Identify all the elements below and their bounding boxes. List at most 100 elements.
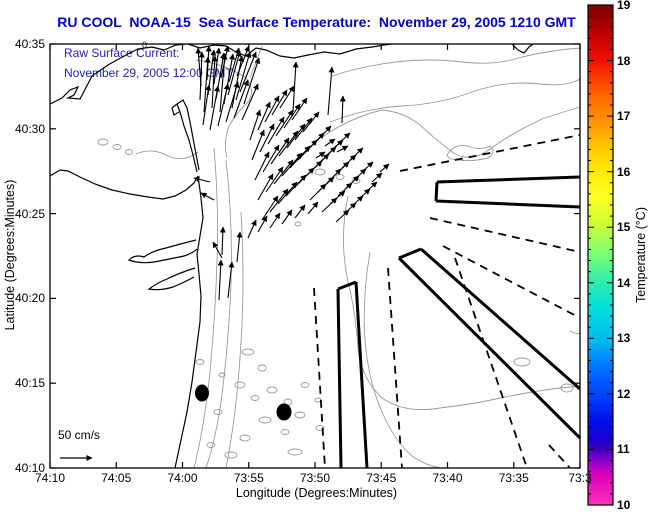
current-vector [333,161,350,177]
bathymetry-blob [335,174,345,180]
bathymetry-contour [329,78,581,123]
current-vector [278,130,299,157]
current-vector [275,109,294,137]
current-vector [281,209,293,225]
coastline [176,99,200,173]
current-vector [294,204,306,219]
contour-zero-label: 0 [142,40,148,50]
current-vector [371,172,383,183]
current-vector [336,145,349,153]
current-vector [359,188,371,199]
current-vector [297,139,318,161]
y-tick-label: 40:30 [14,121,45,136]
colorbar-tick-label: 12 [617,386,631,401]
current-vector [267,116,285,145]
current-vector [257,101,271,131]
current-vector [293,167,315,189]
current-vector [243,57,261,105]
colorbar-gradient [588,5,613,505]
current-vector [269,212,281,229]
colorbar-tick-label: 18 [617,53,631,68]
current-vector [254,151,270,181]
current-vector [309,153,330,173]
bathymetry-contour [569,330,581,335]
colorbar-label: Temperature (°C) [634,207,648,303]
scale-arrow-label: 50 cm/s [58,428,101,442]
current-vector [337,182,353,197]
current-vector [315,151,326,159]
bathymetry-contour [331,47,581,77]
colorbar-tick-label: 19 [617,0,631,12]
current-vector [281,152,303,177]
beam-outline [397,247,582,440]
beam-outline [336,280,369,469]
current-vector [335,209,350,223]
current-vector [291,97,308,121]
bathymetry-blob [294,221,302,227]
current-vector [257,173,274,201]
x-tick-label: 73:45 [366,471,397,485]
current-vector [329,190,346,205]
current-vector [257,215,268,233]
bathymetry-blob [112,144,122,150]
current-vector [219,226,226,256]
current-vector [225,81,240,123]
bathymetry-blob [513,357,531,367]
x-tick-label: 73:55 [233,471,264,485]
y-axis-label: Latitude (Degrees:Minutes) [3,179,17,331]
coastline [171,103,180,116]
bathymetry-blob [287,448,303,456]
colorbar-tick-label: 10 [617,498,631,512]
x-axis-label: Longitude (Degrees:Minutes) [235,486,398,500]
bathymetry-blob [258,416,272,424]
bathymetry-blob [280,429,290,435]
current-vector [345,175,360,189]
bathymetry-blob [239,434,251,442]
current-vector [235,51,252,101]
bathymetry-blob [294,411,306,419]
bathymetry-contour [225,211,244,469]
current-vector [217,259,224,301]
current-vector [283,103,301,129]
coastline [174,175,204,469]
current-vector [294,117,313,141]
colorbar-tick-label: 13 [617,331,631,346]
bathymetry-blob [218,372,226,378]
current-vector [193,176,211,183]
current-vector [353,168,367,181]
colorbar-tick-label: 14 [617,275,631,290]
bathymetry-blob [213,409,223,415]
y-tick-label: 40:25 [14,206,45,221]
current-vector [259,123,275,153]
current-vector [349,147,364,161]
bathymetry-blob [241,348,255,356]
bathymetry-blob [125,149,133,155]
current-vector [217,83,230,127]
current-vector [301,160,323,181]
coastline [187,43,393,59]
current-vector [351,195,364,207]
current-vector [219,53,228,113]
current-vector [361,161,374,173]
coastline [127,239,198,264]
y-tick-label: 40:20 [14,291,45,306]
bathymetry-contour [193,147,219,469]
bathymetry-blob [314,397,322,403]
bathymetry-contour [249,45,263,79]
bathymetry-blob [560,383,574,393]
dashed-bearing-line [387,267,403,469]
current-vector [317,146,337,165]
current-vector [325,168,342,185]
current-vector [239,51,257,93]
bathymetry-contour [343,195,581,411]
colorbar-tick-label: 15 [617,220,631,235]
current-vector [273,159,294,185]
figure-title: RU COOL NOAA-15 Sea Surface Temperature:… [57,14,576,30]
bathymetry-blob [234,381,246,389]
bathymetry-contour [363,251,446,469]
current-vector [379,163,390,173]
bathymetry-blob [195,359,205,365]
current-vector [227,261,235,299]
current-vector [305,132,325,153]
